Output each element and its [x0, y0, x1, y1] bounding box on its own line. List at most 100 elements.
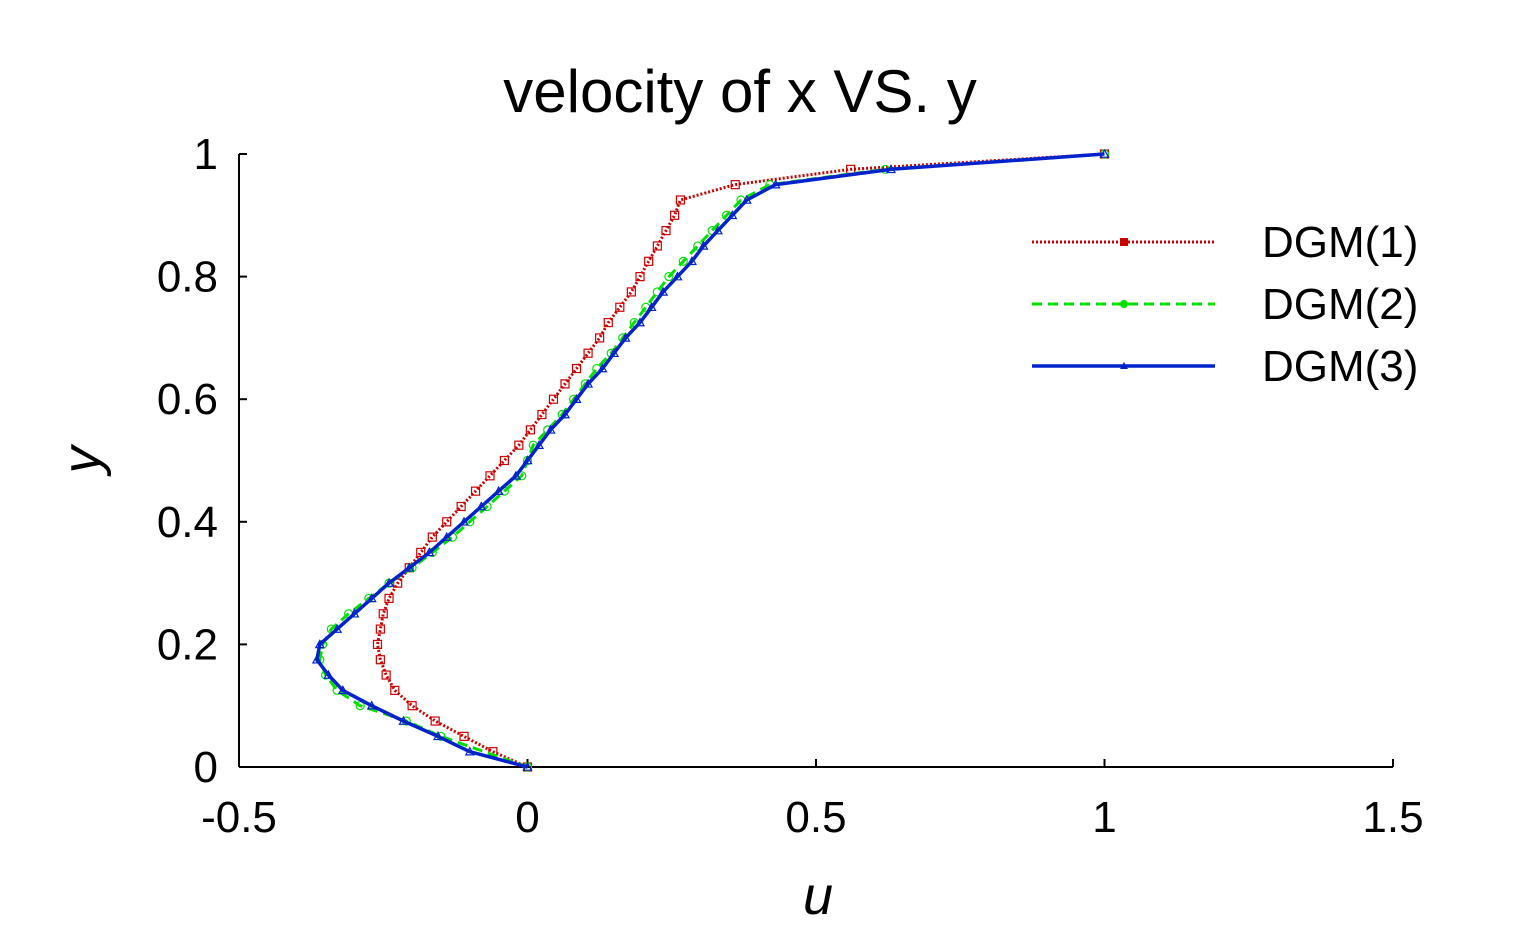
y-tick-label: 0.4 — [157, 498, 218, 547]
data-point — [337, 685, 348, 695]
data-point — [366, 593, 377, 603]
data-point — [615, 302, 625, 312]
data-point — [597, 363, 608, 373]
data-point — [375, 624, 385, 634]
data-point — [459, 731, 469, 741]
data-point — [603, 317, 613, 328]
data-point — [384, 577, 395, 587]
x-tick-label: -0.5 — [201, 793, 277, 842]
plot-area — [311, 148, 1110, 772]
data-point — [378, 609, 388, 619]
data-point — [652, 241, 662, 251]
data-point — [332, 623, 343, 633]
data-point — [626, 287, 636, 297]
data-point — [430, 716, 440, 726]
y-tick-label: 1 — [194, 130, 218, 179]
y-axis-label: y — [52, 444, 112, 478]
data-point — [404, 562, 415, 572]
chart-title: velocity of x VS. y — [503, 58, 977, 125]
data-point — [885, 164, 897, 174]
y-tick-label: 0.6 — [157, 375, 218, 424]
data-point — [571, 393, 582, 403]
legend-label: DGM(1) — [1262, 218, 1418, 267]
data-point — [525, 425, 535, 435]
data-point — [407, 701, 417, 711]
data-point — [311, 654, 322, 664]
y-tick-label: 0.2 — [157, 620, 218, 669]
legend-item: DGM(3) — [1032, 342, 1418, 391]
legend-label: DGM(2) — [1262, 280, 1418, 329]
data-point — [433, 731, 444, 741]
data-point — [698, 240, 709, 250]
data-point — [664, 272, 674, 282]
data-point — [559, 409, 571, 419]
data-point — [314, 639, 325, 649]
legend-item: DGM(1) — [1032, 218, 1418, 267]
data-point — [384, 593, 394, 604]
legend-label: DGM(3) — [1262, 342, 1418, 391]
data-point — [456, 501, 466, 512]
data-point — [499, 455, 510, 466]
data-point — [493, 485, 504, 495]
data-point — [583, 348, 593, 358]
data-point — [678, 256, 688, 266]
data-point — [381, 670, 391, 680]
data-point — [485, 471, 495, 481]
x-tick-label: 0.5 — [785, 793, 846, 842]
data-point — [545, 424, 556, 434]
data-point — [634, 317, 646, 327]
data-point — [712, 225, 723, 235]
legend-marker — [1120, 300, 1128, 308]
data-point — [366, 700, 377, 710]
data-point — [620, 332, 631, 342]
data-point — [441, 531, 452, 541]
data-point — [730, 180, 740, 190]
data-point — [548, 394, 559, 404]
data-point — [522, 761, 533, 771]
y-tick-label: 0.8 — [157, 253, 218, 302]
data-point — [510, 470, 521, 480]
series-3 — [311, 148, 1110, 771]
data-point — [675, 195, 686, 205]
y-tick-label: 0 — [194, 743, 218, 792]
data-point — [670, 210, 680, 220]
series-line — [318, 152, 1105, 769]
legend: DGM(1) DGM(2) DGM(3) — [1032, 218, 1418, 391]
data-point — [372, 639, 383, 650]
data-point — [424, 547, 435, 557]
x-axis-label: u — [803, 866, 833, 926]
data-point — [635, 272, 645, 282]
data-point — [416, 547, 426, 558]
data-point — [1099, 148, 1110, 158]
legend-marker — [1120, 238, 1128, 246]
data-point — [398, 715, 409, 725]
data-point — [476, 501, 487, 511]
data-point — [644, 256, 654, 266]
data-point — [514, 440, 524, 450]
x-tick-label: 1.5 — [1362, 793, 1423, 842]
x-tick-label: 0 — [515, 793, 539, 842]
series-2 — [315, 149, 1110, 772]
data-point — [661, 226, 671, 236]
data-point — [323, 669, 334, 679]
series-line — [315, 152, 1105, 769]
data-point — [560, 379, 570, 389]
data-point — [534, 439, 545, 449]
data-point — [464, 746, 475, 756]
data-point — [442, 517, 452, 527]
data-point — [470, 486, 481, 496]
series-1 — [372, 149, 1110, 772]
data-point — [522, 455, 533, 465]
data-point — [727, 210, 738, 220]
data-point — [646, 302, 657, 312]
data-point — [571, 363, 582, 374]
data-point — [349, 608, 360, 618]
data-point — [583, 378, 594, 388]
data-point — [595, 333, 605, 343]
axes: -0.5 0 0.5 1 1.500.20.40.60.81 — [157, 130, 1424, 842]
data-point — [672, 271, 683, 281]
series-line — [376, 152, 1105, 769]
data-point — [375, 655, 385, 665]
data-point — [459, 516, 470, 526]
